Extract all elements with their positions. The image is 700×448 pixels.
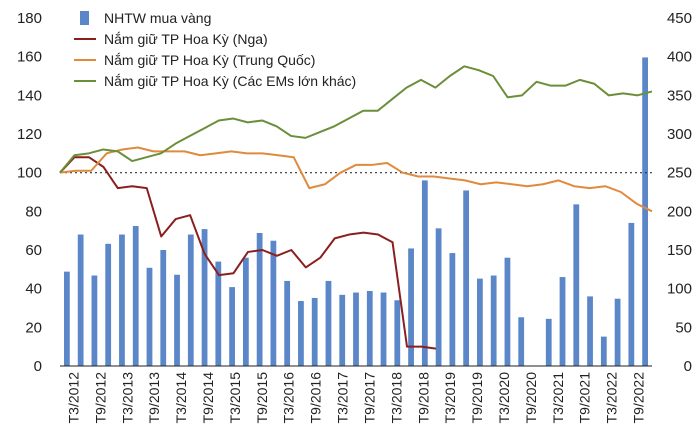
bar-mark [614,298,621,366]
bar-mark [298,301,304,366]
x-tick-label: T9/2020 [523,372,539,424]
y-right-tick-label: 450 [667,10,692,27]
y-left-tick-label: 120 [17,126,42,143]
bar-mark [174,274,180,366]
bar-mark [353,292,359,366]
x-tick-label: T3/2015 [227,372,243,424]
bar-mark [132,226,139,366]
y-left-tick-label: 0 [34,358,42,375]
bar-mark [394,300,401,366]
bar-mark [187,234,194,366]
bar-mark [63,271,70,366]
y-left-tick-label: 80 [25,203,42,220]
bar-mark [628,222,635,366]
bar-mark [408,248,414,366]
bar-mark [504,257,511,366]
x-tick-label: T9/2013 [146,372,162,424]
line-series-2 [59,65,653,174]
bar-mark [587,296,593,366]
x-tick-label: T9/2012 [92,372,108,424]
bar-mark [119,234,125,366]
y-right-tick-label: 50 [675,319,692,336]
x-tick-label: T3/2013 [119,372,135,424]
bar-mark [435,228,442,366]
y-left-tick-label: 20 [25,319,42,336]
bar-mark [339,294,346,366]
y-right-tick-label: 350 [667,87,692,104]
bar-mark [421,180,428,366]
x-tick-label: T3/2014 [173,372,189,424]
x-tick-label: T3/2021 [550,372,566,424]
y-right-tick-label: 0 [684,358,692,375]
y-right-tick-label: 250 [667,165,692,182]
x-tick-label: T9/2015 [254,372,270,424]
y-left-tick-label: 160 [17,49,42,66]
x-tick-label: T3/2016 [281,372,297,424]
x-tick-label: T9/2022 [631,372,647,424]
line-series-0 [59,156,437,350]
x-tick-label: T3/2020 [496,372,512,424]
bar-mark [490,275,497,366]
y-right-tick-label: 100 [667,281,692,298]
bar-mark [518,317,525,366]
bar-mark [573,204,580,366]
axes-group: 0 20 40 60 80 100 120 140 160 180 0 50 100 150 200 250 3… [17,10,692,423]
y-left-tick-label: 140 [17,87,42,104]
bar-mark [242,257,249,366]
bar-mark [366,290,373,366]
x-tick-label: T3/2018 [388,372,404,424]
y-left-tick-label: 180 [17,10,42,27]
legend-label: Nắm giữ TP Hoa Kỳ (Nga) [104,31,268,47]
bar-series-group [63,57,649,366]
x-tick-label: T3/2017 [335,372,351,424]
legend-label: Nắm giữ TP Hoa Kỳ (Trung Quốc) [104,52,315,68]
bar-mark [201,229,208,366]
line-series-1 [59,146,653,213]
x-tick-label: T3/2019 [442,372,458,424]
legend-label: Nắm giữ TP Hoa Kỳ (Các EMs lớn khác) [104,73,356,89]
bar-mark [325,280,332,366]
legend-label: NHTW mua vàng [104,10,211,26]
bar-mark [229,287,235,366]
y-left-tick-label: 60 [25,242,42,259]
bar-mark [284,280,291,366]
y-left-tick-label: 40 [25,281,42,298]
x-tick-label: T9/2019 [469,372,485,424]
bar-mark [642,57,649,366]
line-series-group [59,65,653,350]
bar-mark [215,261,222,366]
x-tick-label: T9/2017 [361,372,377,424]
bar-mark [449,253,456,366]
bar-mark [463,190,470,366]
legend-swatch-bar [80,11,89,25]
bar-mark [146,267,153,366]
bar-mark [600,336,607,366]
bar-mark [256,232,263,366]
bar-mark [559,277,566,366]
bar-mark [380,292,387,366]
bar-mark [105,243,112,366]
x-tick-label: T9/2016 [308,372,324,424]
y-right-tick-label: 400 [667,49,692,66]
x-tick-label: T3/2012 [65,372,81,424]
bar-mark [545,318,552,366]
x-tick-label: T9/2018 [415,372,431,424]
bar-mark [477,278,483,366]
legend: NHTW mua vàng Nắm giữ TP Hoa Kỳ (Nga) Nắm … [74,10,356,89]
y-left-tick-label: 100 [17,165,42,182]
y-right-tick-label: 300 [667,126,692,143]
bar-mark [77,234,84,366]
bar-mark [270,240,277,366]
y-right-tick-label: 150 [667,242,692,259]
x-tick-label: T9/2014 [200,372,216,424]
bar-mark [160,250,167,366]
y-right-tick-label: 200 [667,203,692,220]
bar-mark [91,275,98,366]
x-tick-label: T9/2021 [577,372,593,424]
x-tick-label: T3/2022 [604,372,620,424]
bar-mark [311,297,318,366]
